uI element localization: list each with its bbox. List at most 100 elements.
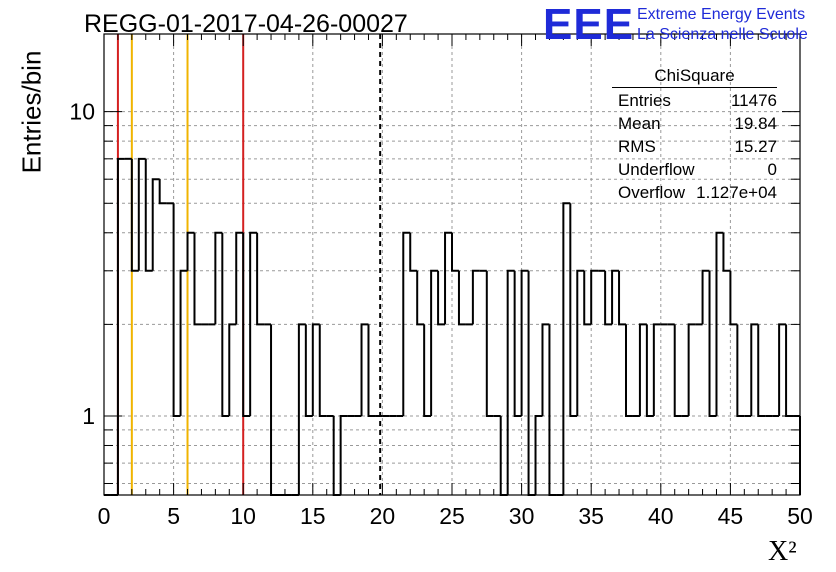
histogram-bin (339, 414, 348, 495)
x-axis-label: X² (768, 536, 797, 567)
histogram-bin (318, 324, 327, 417)
histogram-bin (444, 231, 452, 325)
histogram-bin (590, 269, 599, 325)
histogram-bin (604, 270, 613, 326)
histogram-bin (527, 270, 536, 496)
stats-value: 0 (767, 160, 777, 179)
histogram-bin (506, 269, 515, 495)
histogram-bin (576, 269, 585, 416)
x-tick-label: 15 (300, 503, 326, 529)
y-axis-label: Entries/bin (16, 50, 47, 174)
x-tick-label: 20 (370, 503, 396, 529)
x-tick-label: 25 (439, 503, 465, 529)
histogram-bin (548, 324, 557, 496)
stats-row-mean: Mean 19.84 (612, 112, 777, 135)
stats-row-underflow: Underflow 0 (612, 158, 777, 181)
stats-label: Entries (618, 91, 671, 110)
histogram-bin (451, 232, 459, 272)
axes-frame (103, 33, 801, 496)
histogram-bin (179, 269, 188, 416)
histogram-bin (687, 323, 696, 416)
logo-tagline-1: Extreme Energy Events (637, 6, 806, 23)
histogram-bin (137, 157, 146, 271)
stats-value: 15.27 (734, 137, 777, 156)
histogram-bin (541, 323, 550, 416)
histogram-bin (158, 179, 167, 205)
histogram-bin (235, 231, 244, 325)
stats-value: 1.127e+04 (696, 183, 777, 202)
histogram-bin (736, 324, 745, 417)
histogram-bin (618, 270, 626, 326)
stats-label: Overflow (618, 183, 686, 202)
histogram-bin (242, 232, 251, 417)
eee-logo-mark: EEE (543, 0, 635, 49)
eee-logo: EEE Extreme Energy Events La Scienza nel… (543, 2, 833, 48)
histogram-bin (722, 232, 731, 272)
x-tick-label: 35 (578, 503, 604, 529)
y-tick-label: 10 (69, 99, 95, 125)
stats-label: Underflow (618, 160, 695, 179)
histogram-bin (297, 323, 306, 495)
histogram-bin (437, 270, 446, 326)
histogram-bin (172, 203, 181, 417)
histogram-bin (311, 323, 320, 416)
plot-title: REGG-01-2017-04-26-00027 (84, 10, 408, 38)
histogram-bin (583, 270, 592, 326)
histogram-bin (625, 324, 633, 417)
histogram-bin (360, 323, 369, 416)
histogram-bin (673, 324, 682, 417)
stats-label: Mean (618, 114, 661, 133)
histogram-bin (708, 270, 717, 417)
histogram-bin (715, 231, 724, 416)
histogram-bin (729, 270, 738, 326)
histogram-bin (785, 324, 794, 417)
tick-labels: 0 5 10 15 20 25 30 35 40 45 50 1 10 (69, 99, 812, 529)
histogram-series (104, 157, 801, 496)
histogram-bin (144, 158, 153, 272)
histogram-bin (485, 270, 494, 417)
histogram-bin (520, 269, 529, 416)
logo-tagline-2: La Scienza nelle Scuole (637, 26, 808, 43)
histogram-bin (562, 202, 571, 495)
stats-row-entries: Entries 11476 (612, 89, 777, 112)
stats-box: ChiSquare Entries 11476 Mean 19.84 RMS 1… (612, 66, 777, 204)
stats-title: ChiSquare (612, 66, 777, 88)
histogram-bin (221, 232, 230, 417)
histogram-bin (750, 323, 759, 416)
stats-row-overflow: Overflow 1.127e+04 (612, 181, 777, 204)
histogram-bin (430, 269, 439, 416)
stats-value: 11476 (730, 91, 777, 110)
histogram-bin (423, 324, 432, 417)
x-tick-label: 45 (718, 503, 744, 529)
histogram-bin (270, 324, 278, 496)
histogram-bin (409, 232, 418, 272)
histogram-bin (402, 231, 411, 416)
stats-row-rms: RMS 15.27 (612, 135, 777, 158)
histogram-bin (611, 269, 620, 325)
histogram-bin (151, 178, 160, 271)
x-tick-label: 10 (230, 503, 256, 529)
histogram-bin (214, 231, 223, 325)
histogram-bin (304, 324, 313, 417)
histogram-bin (249, 231, 258, 416)
x-tick-label: 30 (509, 503, 535, 529)
x-tick-label: 50 (787, 503, 813, 529)
x-tick-label: 0 (98, 503, 111, 529)
histogram-bin (471, 269, 480, 325)
x-tick-label: 5 (167, 503, 180, 529)
histogram-bin (416, 270, 425, 326)
histogram-bin (569, 203, 578, 417)
histogram-bin (701, 269, 710, 325)
histogram-bin (130, 158, 139, 272)
y-tick-label: 1 (82, 403, 95, 429)
histogram-bin (186, 231, 195, 271)
histogram-bin (778, 323, 787, 416)
histogram-bin (652, 323, 661, 416)
x-tick-label: 40 (648, 503, 674, 529)
histogram-bin (256, 232, 265, 326)
histogram-bin (367, 324, 376, 417)
histogram-bin (645, 324, 654, 417)
histogram-bin (457, 270, 466, 326)
histogram-bin (193, 232, 202, 326)
